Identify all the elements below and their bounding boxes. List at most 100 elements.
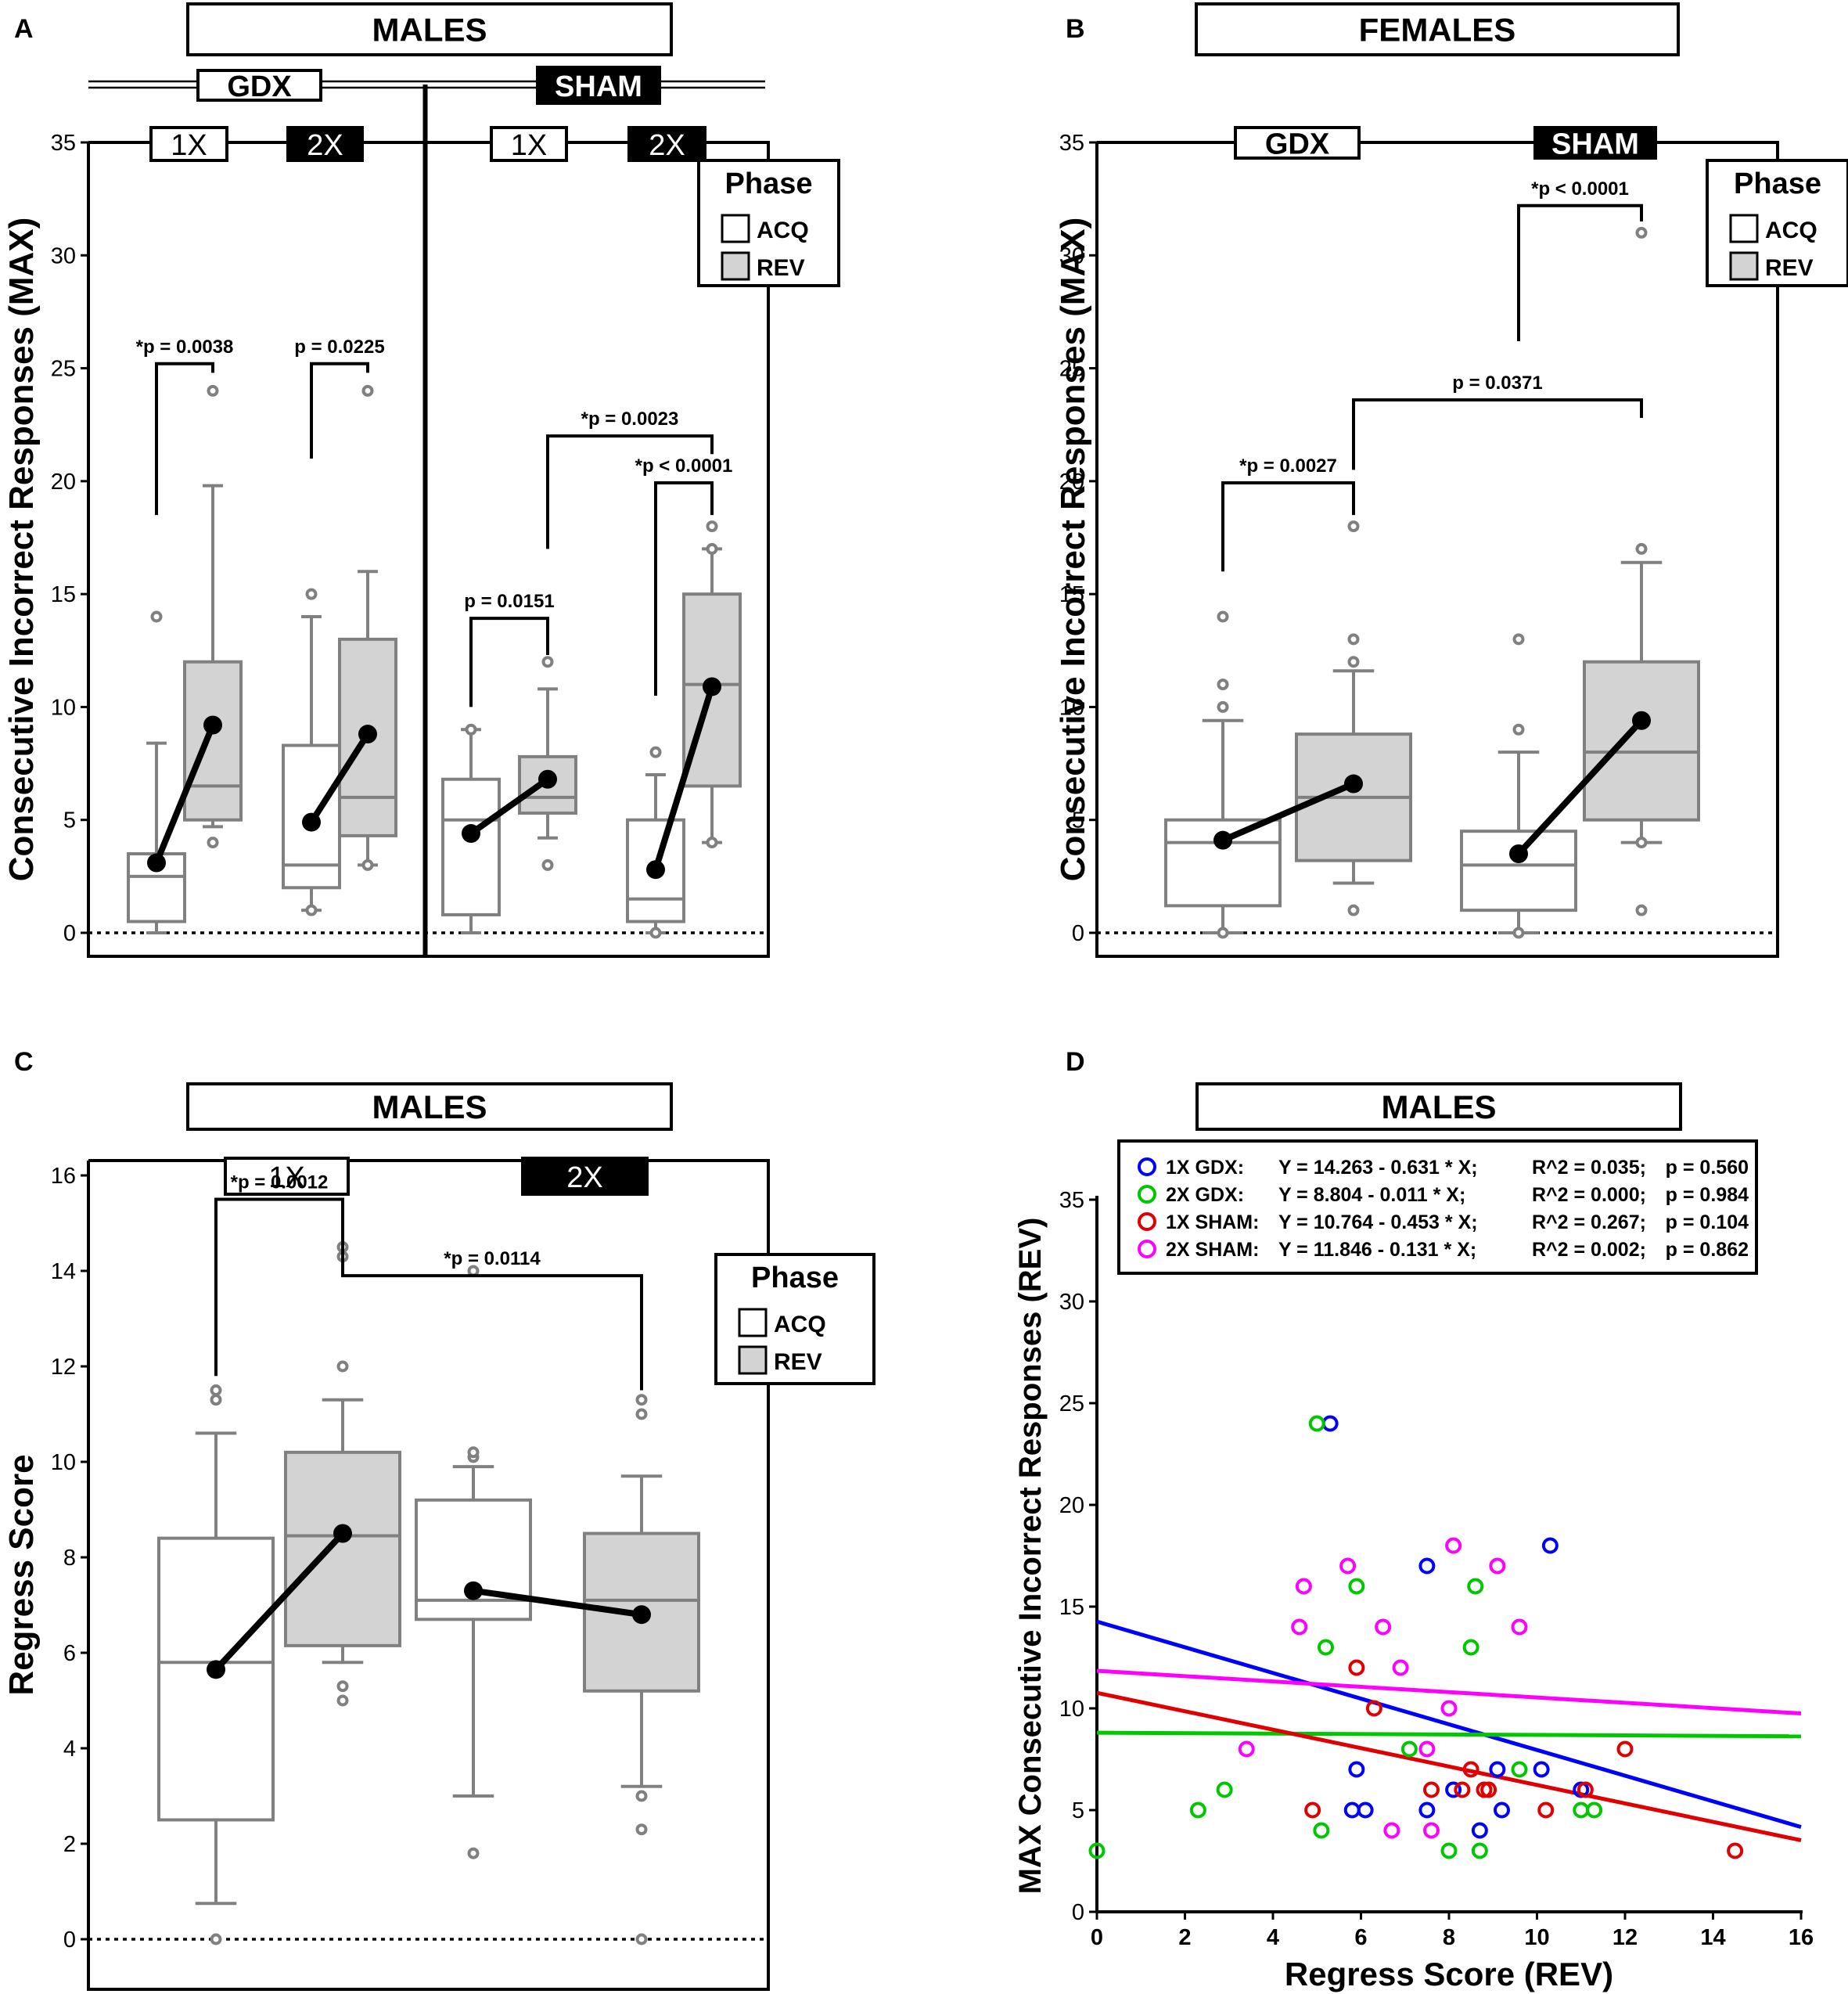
y-tick-label: 20	[1059, 1493, 1084, 1518]
outlier-point	[336, 1694, 349, 1707]
subgroup-label-2x: 2X	[649, 129, 685, 162]
y-tick-label: 0	[63, 1927, 76, 1953]
scatter-point-2x-sham	[1511, 1618, 1528, 1636]
scatter-point-1x-gdx	[1418, 1801, 1436, 1819]
scatter-point-2x-gdx	[1318, 1639, 1334, 1656]
y-axis-label: Consecutive Incorrect Responses (MAX)	[2, 218, 41, 881]
box-acq	[157, 1536, 275, 1822]
outlier-point	[635, 1790, 648, 1802]
mean-point	[538, 769, 557, 789]
legend-equation: Y = 8.804 - 0.011 * X;	[1278, 1184, 1465, 1206]
outlier-point	[305, 904, 318, 916]
significance-bracket	[1517, 203, 1643, 341]
significance-bracket	[310, 362, 369, 459]
outlier-point	[635, 1408, 648, 1420]
mean-point	[462, 824, 480, 844]
legend-series-name: 2X GDX:	[1166, 1184, 1244, 1206]
outlier-point	[635, 1933, 648, 1945]
x-tick-label: 16	[1789, 1925, 1814, 1950]
outlier-point	[150, 610, 163, 623]
subgroup-label-box	[490, 126, 568, 162]
scatter-point-2x-gdx	[1467, 1578, 1484, 1595]
mean-point	[147, 853, 166, 873]
mean-point	[1509, 844, 1528, 863]
legend-item-rev: REV	[774, 1349, 822, 1375]
scatter-point-2x-sham	[1418, 1740, 1436, 1758]
panel-title: MALES	[372, 12, 487, 49]
title-box	[1195, 1082, 1682, 1131]
x-tick-label: 6	[1354, 1925, 1367, 1950]
title-box	[186, 1082, 673, 1131]
y-tick-label: 0	[1072, 921, 1084, 946]
legend-r2: R^2 = 0.035;	[1532, 1157, 1646, 1179]
scatter-point-2x-gdx	[1216, 1781, 1233, 1798]
legend-r2: R^2 = 0.002;	[1532, 1239, 1646, 1261]
legend-swatch-acq	[721, 214, 750, 243]
mean-point	[703, 677, 721, 696]
group-label-box	[196, 69, 322, 102]
legend-item-rev: REV	[757, 255, 805, 281]
outlier-point	[467, 1847, 480, 1859]
scatter-point-1x-sham	[1727, 1842, 1744, 1859]
legend-marker	[1138, 1185, 1156, 1204]
outlier-point	[210, 1384, 222, 1396]
scatter-point-1x-sham	[1365, 1700, 1382, 1717]
panel-label-c: C	[14, 1047, 34, 1077]
legend-item-rev: REV	[1765, 255, 1814, 281]
significance-label: p = 0.0225	[294, 337, 384, 358]
scatter-point-1x-gdx	[1445, 1781, 1462, 1798]
mean-point	[464, 1581, 483, 1600]
significance-bracket	[341, 1242, 643, 1391]
outlier-point	[1635, 837, 1648, 849]
scatter-point-1x-gdx	[1541, 1537, 1559, 1554]
scatter-point-2x-sham	[1445, 1537, 1462, 1554]
x-tick-label: 12	[1613, 1925, 1638, 1950]
y-tick-label: 30	[1059, 1290, 1084, 1315]
mean-point	[333, 1524, 352, 1543]
box-rev	[183, 660, 243, 822]
y-tick-label: 25	[1059, 1391, 1084, 1416]
outlier-point	[210, 1933, 222, 1945]
legend-swatch-rev	[721, 251, 750, 281]
panel-d: D MALES 0 5 10 15 20 25 30 35 0 2 4 6 8 10 12 14 16 Regress…	[1013, 1047, 1814, 1992]
scatter-point-2x-gdx	[1440, 1842, 1458, 1859]
legend-p-value: p = 0.104	[1666, 1211, 1749, 1233]
outlier-point	[207, 384, 219, 397]
legend-series-name: 1X GDX:	[1166, 1157, 1244, 1179]
scatter-point-1x-gdx	[1418, 1557, 1436, 1575]
scatter-point-2x-sham	[1489, 1557, 1506, 1575]
outlier-point	[336, 1360, 349, 1373]
group-label-box	[1234, 126, 1361, 160]
box-rev	[1583, 660, 1700, 822]
legend-item-acq: ACQ	[1765, 218, 1817, 243]
y-tick-label: 30	[1059, 243, 1084, 268]
scatter-point-1x-gdx	[1321, 1415, 1339, 1432]
mean-point	[632, 1605, 651, 1625]
legend-equation: Y = 11.846 - 0.131 * X;	[1278, 1239, 1476, 1261]
mean-point	[358, 725, 377, 744]
y-tick-label: 15	[1059, 582, 1084, 607]
x-tick-label: 10	[1524, 1925, 1549, 1950]
outlier-point	[1512, 723, 1525, 736]
x-tick-label: 8	[1443, 1925, 1455, 1950]
outlier-point	[541, 858, 554, 871]
legend-equation: Y = 10.764 - 0.453 * X;	[1278, 1211, 1478, 1233]
panel-title: MALES	[1382, 1089, 1497, 1125]
group-label-2x: 2X	[566, 1161, 602, 1194]
legend-title: Phase	[1734, 167, 1821, 200]
scatter-point-1x-gdx	[1471, 1822, 1488, 1839]
panel-title: FEMALES	[1359, 12, 1516, 49]
box-acq	[441, 777, 501, 916]
outlier-point	[706, 837, 718, 849]
significance-label: *p < 0.0001	[1531, 178, 1629, 200]
scatter-point-2x-gdx	[1462, 1639, 1479, 1656]
legend-marker	[1138, 1157, 1156, 1176]
scatter-point-2x-sham	[1375, 1618, 1392, 1636]
scatter-point-2x-sham	[1339, 1557, 1357, 1575]
outlier-point	[649, 746, 662, 758]
y-tick-label: 12	[51, 1355, 76, 1380]
outlier-point	[541, 656, 554, 668]
significance-bracket	[214, 1197, 344, 1377]
scatter-point-1x-gdx	[1494, 1801, 1510, 1819]
outlier-point	[207, 837, 219, 849]
